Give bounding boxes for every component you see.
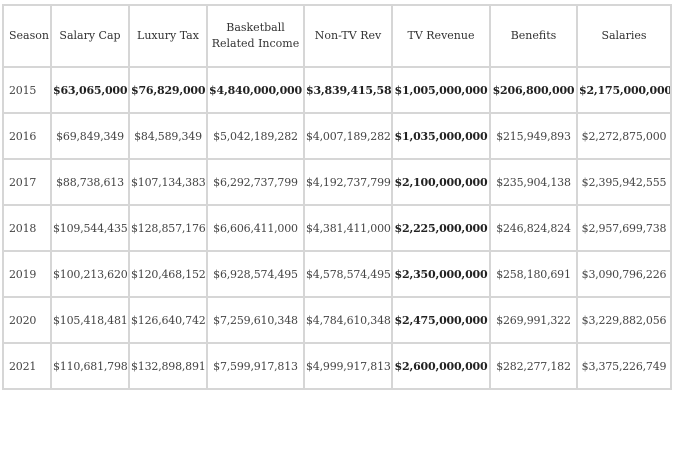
table-cell: $6,606,411,000 (206, 204, 305, 252)
season-cell: 2018 (2, 204, 52, 252)
table-cell: $1,005,000,000 (391, 66, 491, 114)
table-cell: $258,180,691 (489, 250, 578, 298)
table-cell: $2,395,942,555 (576, 158, 672, 206)
table-row: 2015 $63,065,000 $76,829,000 $4,840,000,000… (2, 66, 672, 114)
table-cell: $126,640,742 (128, 296, 208, 344)
table-cell: $2,175,000,000 (576, 66, 672, 114)
table-cell: $109,544,435 (50, 204, 130, 252)
header-tv-revenue: TV Revenue (391, 4, 491, 68)
table-cell: $2,100,000,000 (391, 158, 491, 206)
table-cell: $7,599,917,813 (206, 342, 305, 390)
table-cell: $132,898,891 (128, 342, 208, 390)
table-row: 2021 $110,681,798 $132,898,891 $7,599,917,8… (2, 342, 672, 390)
table-cell: $282,277,182 (489, 342, 578, 390)
header-season: Season (2, 4, 52, 68)
table-cell: $105,418,481 (50, 296, 130, 344)
table-cell: $4,999,917,813 (303, 342, 393, 390)
season-cell: 2020 (2, 296, 52, 344)
table-cell: $4,192,737,799 (303, 158, 393, 206)
header-salaries: Salaries (576, 4, 672, 68)
table-row: 2017 $88,738,613 $107,134,383 $6,292,737,79… (2, 158, 672, 206)
season-cell: 2015 (2, 66, 52, 114)
table-cell: $107,134,383 (128, 158, 208, 206)
table-body: 2015 $63,065,000 $76,829,000 $4,840,000,000… (2, 66, 672, 390)
table-row: 2016 $69,849,349 $84,589,349 $5,042,189,282… (2, 112, 672, 160)
table-cell: $100,213,620 (50, 250, 130, 298)
header-benefits: Benefits (489, 4, 578, 68)
table-cell: $1,035,000,000 (391, 112, 491, 160)
header-non-tv-rev: Non-TV Rev (303, 4, 393, 68)
season-cell: 2019 (2, 250, 52, 298)
table-cell: $3,839,415,581 (303, 66, 393, 114)
table-cell: $2,475,000,000 (391, 296, 491, 344)
table-cell: $6,928,574,495 (206, 250, 305, 298)
season-cell: 2021 (2, 342, 52, 390)
table-cell: $246,824,824 (489, 204, 578, 252)
header-salary-cap: Salary Cap (50, 4, 130, 68)
table-cell: $76,829,000 (128, 66, 208, 114)
table-cell: $69,849,349 (50, 112, 130, 160)
table-cell: $2,600,000,000 (391, 342, 491, 390)
table-cell: $63,065,000 (50, 66, 130, 114)
table-cell: $120,468,152 (128, 250, 208, 298)
table-cell: $7,259,610,348 (206, 296, 305, 344)
table-cell: $269,991,322 (489, 296, 578, 344)
table-cell: $4,007,189,282 (303, 112, 393, 160)
table-cell: $4,381,411,000 (303, 204, 393, 252)
table-cell: $206,800,000 (489, 66, 578, 114)
table-cell: $4,578,574,495 (303, 250, 393, 298)
table-cell: $128,857,176 (128, 204, 208, 252)
table-row: 2019 $100,213,620 $120,468,152 $6,928,574,4… (2, 250, 672, 298)
table-header-row: Season Salary Cap Luxury Tax Basketball … (2, 4, 672, 68)
table-cell: $4,840,000,000 (206, 66, 305, 114)
table-cell: $3,375,226,749 (576, 342, 672, 390)
table-cell: $6,292,737,799 (206, 158, 305, 206)
table-cell: $2,272,875,000 (576, 112, 672, 160)
table-cell: $4,784,610,348 (303, 296, 393, 344)
table-cell: $3,090,796,226 (576, 250, 672, 298)
table-cell: $2,957,699,738 (576, 204, 672, 252)
salary-data-table: Season Salary Cap Luxury Tax Basketball … (2, 4, 672, 390)
table-cell: $88,738,613 (50, 158, 130, 206)
table-cell: $235,904,138 (489, 158, 578, 206)
header-basketball-related-income: Basketball Related Income (206, 4, 305, 68)
table-cell: $5,042,189,282 (206, 112, 305, 160)
season-cell: 2017 (2, 158, 52, 206)
table-cell: $84,589,349 (128, 112, 208, 160)
table-row: 2018 $109,544,435 $128,857,176 $6,606,411,0… (2, 204, 672, 252)
table-cell: $2,350,000,000 (391, 250, 491, 298)
table-row: 2020 $105,418,481 $126,640,742 $7,259,610,3… (2, 296, 672, 344)
table-cell: $2,225,000,000 (391, 204, 491, 252)
table-cell: $110,681,798 (50, 342, 130, 390)
table-cell: $215,949,893 (489, 112, 578, 160)
header-luxury-tax: Luxury Tax (128, 4, 208, 68)
season-cell: 2016 (2, 112, 52, 160)
table-cell: $3,229,882,056 (576, 296, 672, 344)
